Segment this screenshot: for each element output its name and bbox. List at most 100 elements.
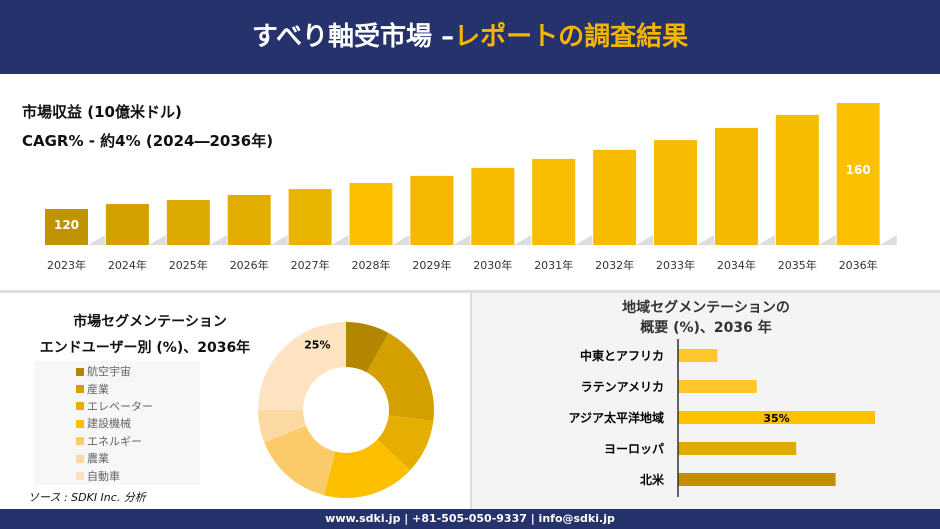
end-user-title: 市場セグメンテーション xyxy=(73,314,227,330)
title-main: すべり軸受市場 – xyxy=(251,22,455,52)
bar-shadow xyxy=(392,235,410,245)
legend-label: エネルギー xyxy=(87,434,142,448)
end-user-section: 市場セグメンテーション エンドユーザー別 (%)、2036年 航空宇宙産業エレベ… xyxy=(0,293,468,509)
legend-item: 航空宇宙 xyxy=(76,363,200,380)
donut-slice xyxy=(258,410,307,443)
revenue-bar xyxy=(349,183,393,245)
donut-slice xyxy=(366,332,434,422)
bar-shadow xyxy=(818,235,836,245)
donut-legend: 航空宇宙産業エレベーター 建設機械エネルギー農業自動車 xyxy=(34,361,200,485)
year-tick-label: 2024年 xyxy=(108,258,147,272)
revenue-bar xyxy=(836,103,880,245)
bar-shadow xyxy=(757,235,775,245)
bar-shadow xyxy=(331,235,349,245)
revenue-bar xyxy=(532,158,576,245)
end-user-donut-chart: 25% xyxy=(258,322,434,498)
region-label: アジア太平洋地域 xyxy=(568,410,664,425)
region-bar xyxy=(678,349,718,362)
year-tick-label: 2023年 xyxy=(47,258,86,272)
footer-contact: www.sdki.jp | +81-505-050-9337 | info@sd… xyxy=(0,509,940,529)
revenue-bar xyxy=(166,199,210,245)
revenue-bar xyxy=(471,167,515,245)
bar-shadow xyxy=(879,235,897,245)
bar-shadow xyxy=(270,235,288,245)
legend-label: 建設機械 xyxy=(87,417,131,431)
legend-swatch xyxy=(76,367,84,376)
revenue-bar xyxy=(105,203,149,245)
legend-label: 航空宇宙 xyxy=(87,365,131,379)
revenue-bar xyxy=(45,209,88,245)
legend-item: エネルギー xyxy=(76,433,200,450)
region-subtitle: 概要 (%)、2036 年 xyxy=(640,320,772,336)
legend-label: 自動車 xyxy=(87,469,120,483)
legend-swatch xyxy=(76,419,84,428)
legend-item: 農業 xyxy=(76,450,200,467)
year-tick-label: 2025年 xyxy=(169,258,208,272)
revenue-bar xyxy=(227,194,271,245)
legend-label: 産業 xyxy=(87,382,109,396)
legend-swatch xyxy=(76,472,84,481)
bar-value-label: 120 xyxy=(54,218,79,232)
revenue-bar xyxy=(714,127,758,245)
year-tick-label: 2030年 xyxy=(473,258,512,272)
region-label: ラテンアメリカ xyxy=(581,380,664,394)
year-tick-label: 2032年 xyxy=(595,258,634,272)
region-label: 北米 xyxy=(640,472,665,487)
region-bar xyxy=(678,411,875,424)
year-tick-label: 2033年 xyxy=(656,258,695,272)
bar-shadow xyxy=(697,235,714,245)
revenue-bar xyxy=(593,149,637,245)
year-tick-label: 2035年 xyxy=(778,258,817,272)
bar-shadow xyxy=(575,235,593,245)
region-title: 地域セグメンテーションの xyxy=(622,300,790,316)
source-note: ソース : SDKI Inc. 分析 xyxy=(28,491,146,504)
year-tick-label: 2029年 xyxy=(412,258,451,272)
year-tick-label: 2027年 xyxy=(291,258,330,272)
year-tick-label: 2026年 xyxy=(230,258,269,272)
revenue-bar xyxy=(288,189,332,245)
bar-shadow xyxy=(453,235,471,245)
region-bar xyxy=(678,473,836,486)
year-tick-label: 2034年 xyxy=(717,258,756,272)
legend-swatch xyxy=(76,454,84,463)
bar-shadow xyxy=(636,235,654,245)
title-highlight: レポートの調査結果 xyxy=(454,22,689,52)
slice-value-label: 25% xyxy=(304,338,330,351)
revenue-bar-chart: 2023年 120 2024年 2025年 2026年 2027年 2028年 2029年 20… xyxy=(45,103,897,272)
legend-item: エレベーター xyxy=(76,398,200,415)
revenue-label: 市場収益 (10億米ドル) xyxy=(22,103,182,121)
bar-value-label: 35% xyxy=(763,412,789,425)
bar-shadow xyxy=(514,235,532,245)
region-bar xyxy=(678,380,757,393)
legend-swatch xyxy=(76,385,84,394)
donut-slice xyxy=(324,439,411,498)
legend-item: 建設機械 xyxy=(76,415,200,432)
legend-label: エレベーター xyxy=(87,399,153,413)
revenue-bar xyxy=(775,114,819,245)
end-user-subtitle: エンドユーザー別 (%)、2036年 xyxy=(39,340,251,356)
donut-slice xyxy=(377,415,434,471)
legend-item: 産業 xyxy=(76,380,200,397)
donut-slice xyxy=(346,322,389,373)
legend-label: 農業 xyxy=(87,452,109,466)
cagr-label: CAGR% - 約4% (2024―2036年) xyxy=(22,132,274,150)
region-section: 地域セグメンテーションの 概要 (%)、2036 年 中東とアフリカ ラテンアメリ… xyxy=(470,293,940,509)
year-tick-label: 2031年 xyxy=(534,258,573,272)
region-label: 中東とアフリカ xyxy=(580,348,664,363)
divider xyxy=(0,290,940,293)
year-tick-label: 2028年 xyxy=(352,258,391,272)
donut-slice xyxy=(264,425,336,496)
bar-shadow xyxy=(209,235,227,245)
legend-item: 自動車 xyxy=(76,467,200,484)
donut-slice xyxy=(258,322,346,410)
region-bar xyxy=(678,442,797,455)
revenue-bar xyxy=(410,175,454,245)
year-tick-label: 2036年 xyxy=(839,258,878,272)
legend-swatch xyxy=(76,437,84,446)
page-header: すべり軸受市場 –レポートの調査結果 xyxy=(0,0,940,74)
region-label: ヨーロッパ xyxy=(604,442,664,456)
bar-shadow xyxy=(88,235,105,245)
bar-value-label: 160 xyxy=(846,163,871,177)
revenue-bar xyxy=(654,140,697,245)
